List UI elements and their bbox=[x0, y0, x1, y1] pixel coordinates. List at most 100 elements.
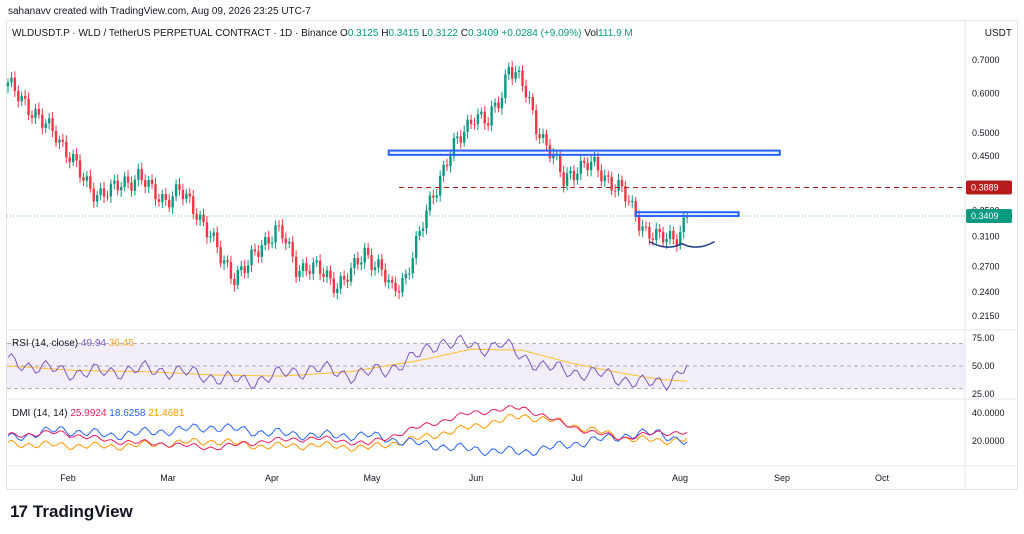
low-label: L bbox=[421, 28, 428, 39]
candle-body bbox=[432, 195, 435, 198]
candle-body bbox=[538, 134, 541, 139]
candle-body bbox=[428, 195, 432, 211]
candle-body bbox=[54, 131, 58, 143]
resistance-price-tag bbox=[966, 180, 1012, 195]
candle-body bbox=[322, 273, 325, 278]
candle-body bbox=[466, 119, 469, 132]
candle-body bbox=[493, 102, 497, 107]
candle-body bbox=[75, 154, 78, 161]
currency-label[interactable]: USDT bbox=[984, 28, 1012, 39]
open-label: O bbox=[340, 28, 348, 39]
candle-body bbox=[51, 118, 54, 132]
candle-body bbox=[305, 263, 308, 272]
candle-body bbox=[240, 266, 243, 270]
dmi-plus-line bbox=[7, 405, 688, 451]
candle-body bbox=[329, 270, 332, 279]
candle-body bbox=[229, 262, 233, 279]
candle-body bbox=[593, 157, 596, 162]
candle-body bbox=[559, 154, 562, 173]
candle-body bbox=[651, 238, 655, 240]
candle-body bbox=[95, 195, 99, 202]
time-tick-label: Feb bbox=[60, 473, 76, 483]
time-tick-label: Oct bbox=[875, 473, 890, 483]
candle-body bbox=[442, 164, 445, 176]
candle-body bbox=[425, 210, 428, 229]
candle-body bbox=[65, 141, 68, 158]
candle-body bbox=[613, 190, 617, 192]
candle-body bbox=[504, 74, 507, 99]
symbol-title[interactable]: WLDUSDT.P · WLD / TetherUS PERPETUAL CON… bbox=[12, 28, 338, 39]
rsi-label: RSI (14, close) bbox=[12, 338, 79, 349]
candle-body bbox=[517, 70, 521, 72]
candle-body bbox=[366, 247, 370, 255]
dmi-legend[interactable]: DMI (14, 14) 25.9924 18.6258 21.4681 bbox=[12, 408, 184, 419]
candle-body bbox=[301, 263, 305, 271]
candle-body bbox=[469, 119, 473, 124]
candle-body bbox=[421, 228, 425, 231]
support-zone-box bbox=[387, 149, 781, 156]
candle-body bbox=[548, 145, 552, 159]
candle-body bbox=[233, 278, 236, 286]
tradingview-logo[interactable]: 17 TradingView bbox=[10, 502, 133, 522]
candle-body bbox=[133, 179, 137, 191]
price-tick-label: 0.7000 bbox=[972, 55, 1000, 65]
candle-body bbox=[483, 111, 486, 124]
candle-body bbox=[370, 254, 373, 270]
rsi-legend[interactable]: RSI (14, close) 49.94 36.45 bbox=[12, 338, 134, 349]
candle-body bbox=[586, 163, 589, 171]
candle-body bbox=[308, 271, 312, 274]
candle-body bbox=[565, 173, 569, 186]
candle-body bbox=[380, 259, 384, 270]
candle-body bbox=[109, 183, 113, 197]
candle-body bbox=[181, 189, 185, 199]
candle-body bbox=[459, 136, 462, 143]
candle-body bbox=[545, 134, 548, 146]
candle-body bbox=[658, 228, 661, 232]
candle-body bbox=[6, 82, 10, 87]
candle-body bbox=[445, 164, 449, 167]
candle-body bbox=[102, 188, 106, 197]
candle-body bbox=[562, 172, 565, 186]
candle-body bbox=[373, 267, 377, 270]
candle-body bbox=[390, 279, 394, 283]
adx-line bbox=[7, 413, 688, 452]
candle-body bbox=[274, 225, 277, 243]
candle-body bbox=[679, 232, 682, 246]
candle-body bbox=[71, 154, 75, 162]
candle-body bbox=[531, 97, 534, 111]
time-tick-label: Jun bbox=[469, 473, 484, 483]
candle-body bbox=[130, 182, 133, 191]
candle-body bbox=[332, 278, 336, 293]
candle-body bbox=[607, 175, 610, 177]
candle-body bbox=[174, 184, 178, 197]
candle-body bbox=[23, 96, 27, 99]
candle-body bbox=[342, 276, 346, 280]
candle-body bbox=[411, 258, 414, 274]
candle-body bbox=[473, 123, 476, 125]
candle-body bbox=[260, 245, 264, 257]
candle-body bbox=[583, 160, 586, 164]
candle-body bbox=[521, 70, 524, 86]
candle-body bbox=[353, 258, 356, 269]
candle-body bbox=[106, 196, 109, 198]
candle-body bbox=[216, 232, 219, 248]
dmi-tick-label: 40.0000 bbox=[972, 408, 1005, 418]
candle-body bbox=[267, 236, 270, 244]
candle-body bbox=[219, 247, 222, 264]
candle-body bbox=[126, 176, 130, 183]
candle-body bbox=[404, 273, 408, 279]
rsi-value: 49.94 bbox=[80, 338, 106, 349]
candle-body bbox=[507, 67, 510, 75]
candle-body bbox=[250, 249, 253, 266]
low-value: 0.3122 bbox=[427, 28, 458, 39]
candle-body bbox=[672, 230, 675, 240]
candle-body bbox=[30, 115, 34, 118]
candle-body bbox=[610, 176, 613, 191]
candle-body bbox=[418, 230, 421, 236]
candle-body bbox=[58, 139, 61, 143]
logo-text: TradingView bbox=[32, 502, 133, 521]
candle-body bbox=[168, 199, 171, 208]
candle-body bbox=[164, 194, 167, 200]
rsi-tick-label: 50.00 bbox=[972, 361, 995, 371]
